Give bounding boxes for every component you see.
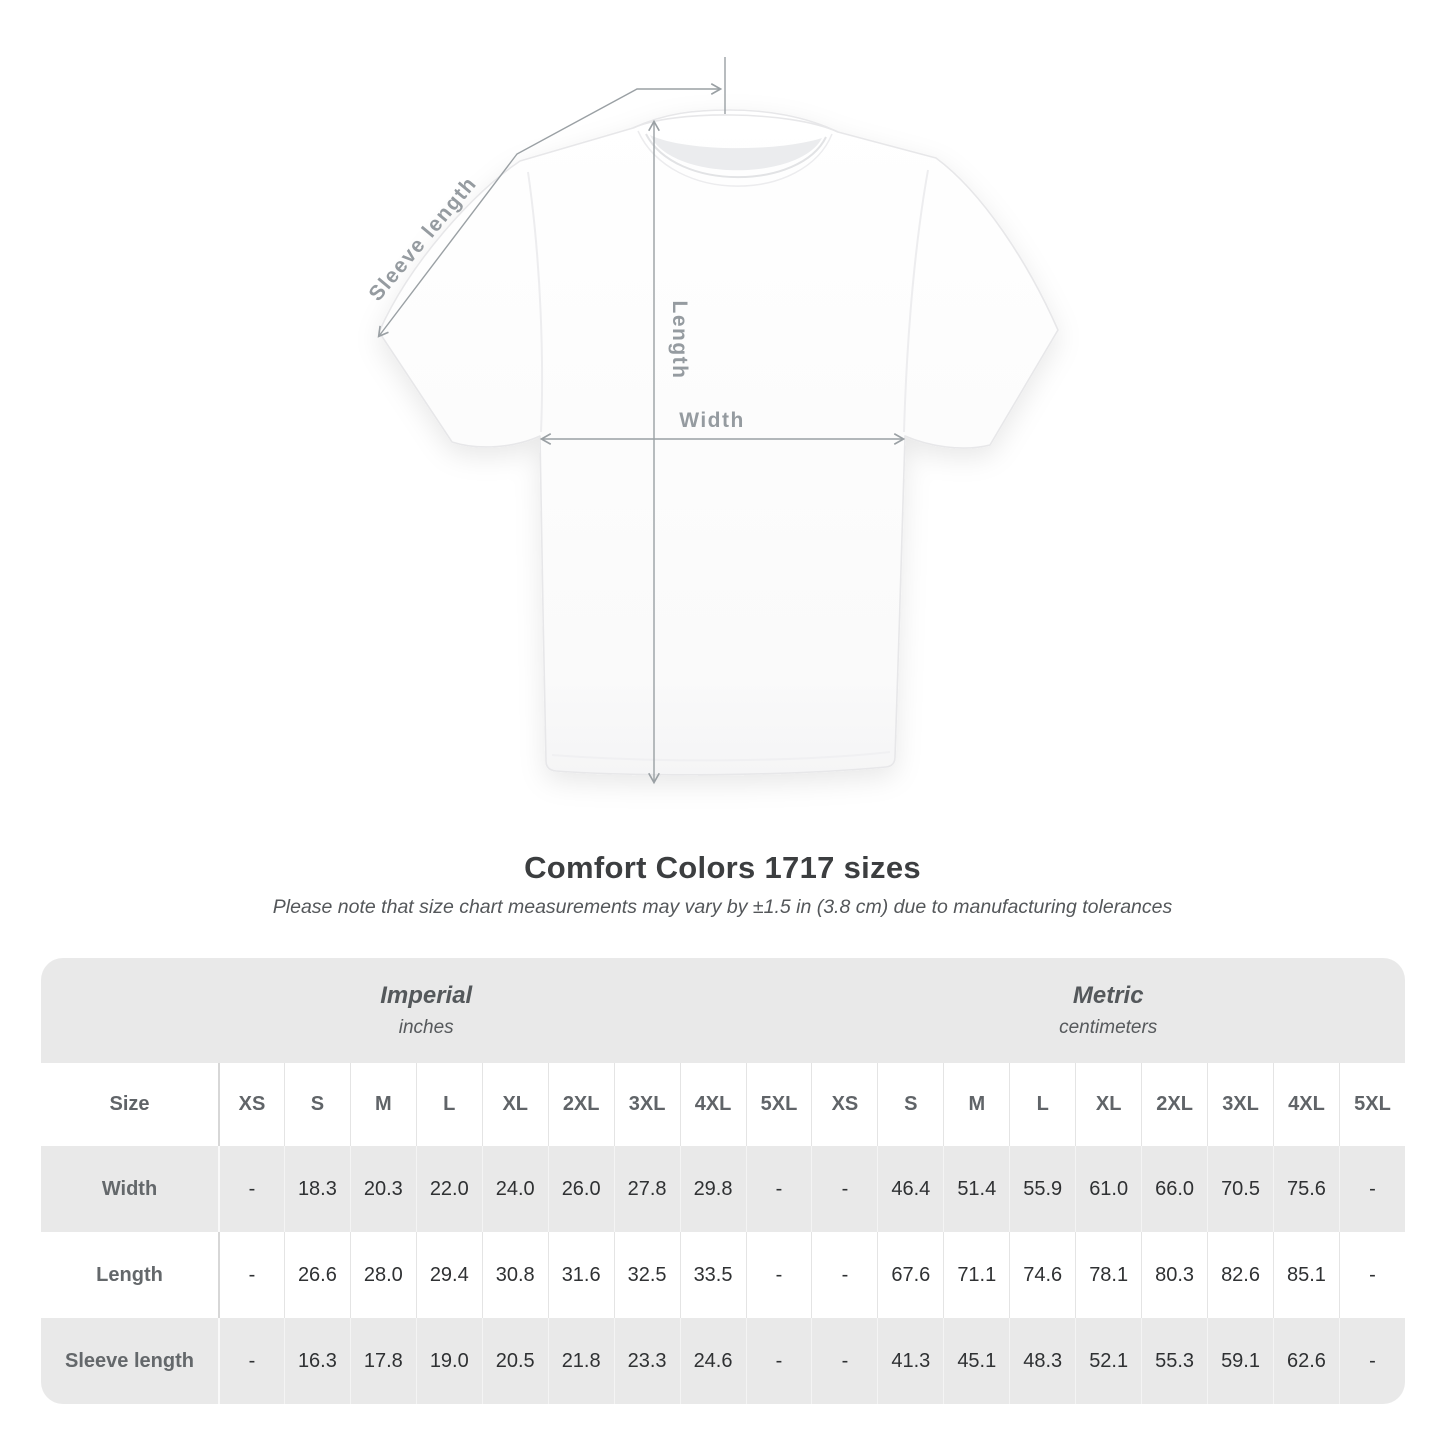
measurement-cell: 45.1 <box>943 1318 1010 1404</box>
measurement-cell: - <box>218 1232 284 1318</box>
length-label: Length <box>668 301 691 380</box>
size-header-cell: S <box>877 1063 944 1146</box>
width-label: Width <box>679 409 745 432</box>
measurement-cell: 29.4 <box>415 1232 482 1318</box>
measurement-cell: 67.6 <box>877 1232 944 1318</box>
metric-header: Metric centimeters <box>811 958 1405 1063</box>
measurement-cell: 21.8 <box>547 1318 614 1404</box>
row-label: Sleeve length <box>41 1318 218 1404</box>
measurement-cell: - <box>1338 1146 1405 1232</box>
measurement-cell: 85.1 <box>1273 1232 1339 1318</box>
measurement-cell: 62.6 <box>1273 1318 1339 1404</box>
measurement-cell: 26.6 <box>283 1232 350 1318</box>
measurement-cell: 31.6 <box>547 1232 614 1318</box>
size-chart-table: Imperial inches Metric centimeters Size … <box>41 958 1405 1404</box>
measurement-cell: 20.3 <box>349 1146 416 1232</box>
size-header-cell: XS <box>811 1063 878 1146</box>
table-row: Width -18.3 20.3 22.0 24.0 26.0 27.8 29.8- -46.4… <box>41 1146 1405 1232</box>
measurement-cell: 22.0 <box>415 1146 482 1232</box>
measurement-cell: - <box>218 1146 284 1232</box>
measurement-cell: 18.3 <box>283 1146 350 1232</box>
measurement-cell: 16.3 <box>283 1318 350 1404</box>
measurement-cell: 48.3 <box>1009 1318 1076 1404</box>
measurement-cell: 30.8 <box>481 1232 548 1318</box>
size-header-cell: S <box>283 1063 350 1146</box>
size-header-cell: 3XL <box>613 1063 680 1146</box>
measurement-cell: 55.3 <box>1141 1318 1208 1404</box>
measurement-cell: 74.6 <box>1009 1232 1076 1318</box>
measurement-cell: - <box>745 1232 812 1318</box>
row-label: Width <box>41 1146 218 1232</box>
measurement-cell: 52.1 <box>1075 1318 1142 1404</box>
measurement-cell: 46.4 <box>877 1146 944 1232</box>
measurement-cell: 82.6 <box>1207 1232 1273 1318</box>
measurement-cell: 20.5 <box>481 1318 548 1404</box>
measurement-cell: 70.5 <box>1207 1146 1273 1232</box>
size-header-cell: 3XL <box>1207 1063 1273 1146</box>
measurement-cell: 19.0 <box>415 1318 482 1404</box>
measurement-cell: 71.1 <box>943 1232 1010 1318</box>
size-header-cell: XS <box>218 1063 284 1146</box>
measurement-cell: 26.0 <box>547 1146 614 1232</box>
size-header-cell: 5XL <box>1338 1063 1405 1146</box>
measurement-cell: 75.6 <box>1273 1146 1339 1232</box>
size-header-row: Size XS S M L XL 2XL 3XL 4XL 5XL XS S M L XL 2XL 3XL 4XL… <box>41 1063 1405 1146</box>
metric-label: Metric <box>1072 982 1144 1009</box>
measurement-cell: - <box>745 1318 812 1404</box>
table-row: Length -26.6 28.0 29.4 30.8 31.6 32.5 33.5- -67.… <box>41 1232 1405 1318</box>
size-header-cell: 4XL <box>679 1063 746 1146</box>
measurement-cell: 78.1 <box>1075 1232 1142 1318</box>
tshirt-graphic <box>378 109 1059 776</box>
measurement-cell: - <box>811 1232 878 1318</box>
imperial-label: Imperial <box>380 982 473 1009</box>
size-header-cell: 5XL <box>745 1063 812 1146</box>
measurement-cell: 66.0 <box>1141 1146 1208 1232</box>
measurement-cell: - <box>745 1146 812 1232</box>
row-label: Length <box>41 1232 218 1318</box>
measurement-cell: 41.3 <box>877 1318 944 1404</box>
measurement-cell: 80.3 <box>1141 1232 1208 1318</box>
size-header-cell: M <box>943 1063 1010 1146</box>
tshirt-diagram: Sleeve length Length Width <box>364 57 1059 785</box>
sleeve-length-arrow <box>377 83 723 338</box>
measurement-cell: 23.3 <box>613 1318 680 1404</box>
tolerance-note: Please note that size chart measurements… <box>272 896 1173 918</box>
size-header-cell: 2XL <box>547 1063 614 1146</box>
measurement-cell: 24.0 <box>481 1146 548 1232</box>
measurement-cell: 27.8 <box>613 1146 680 1232</box>
measurement-cell: 24.6 <box>679 1318 746 1404</box>
size-corner-header: Size <box>41 1063 218 1146</box>
measurement-cell: 28.0 <box>349 1232 416 1318</box>
size-header-cell: XL <box>1075 1063 1142 1146</box>
size-header-cell: 4XL <box>1273 1063 1339 1146</box>
measurement-cell: - <box>218 1318 284 1404</box>
size-header-cell: L <box>1009 1063 1076 1146</box>
measurement-cell: 33.5 <box>679 1232 746 1318</box>
size-header-cell: 2XL <box>1141 1063 1208 1146</box>
measurement-cell: - <box>1338 1318 1405 1404</box>
measurement-cell: - <box>811 1318 878 1404</box>
measurement-cell: 55.9 <box>1009 1146 1076 1232</box>
measurement-cell: 29.8 <box>679 1146 746 1232</box>
imperial-header: Imperial inches <box>41 958 812 1063</box>
size-chart-body: Imperial inches Metric centimeters Size … <box>41 958 1405 1404</box>
measurement-cell: 59.1 <box>1207 1318 1273 1404</box>
measurement-cell: 51.4 <box>943 1146 1010 1232</box>
size-header-cell: L <box>415 1063 482 1146</box>
unit-header-row: Imperial inches Metric centimeters <box>41 958 1405 1063</box>
measurement-cell: - <box>811 1146 878 1232</box>
metric-unit: centimeters <box>1059 1017 1158 1038</box>
imperial-unit: inches <box>398 1017 454 1038</box>
size-header-cell: M <box>349 1063 416 1146</box>
measurement-cell: 32.5 <box>613 1232 680 1318</box>
measurement-cell: 17.8 <box>349 1318 416 1404</box>
size-header-cell: XL <box>481 1063 548 1146</box>
measurement-cell: 61.0 <box>1075 1146 1142 1232</box>
measurement-cell: - <box>1338 1232 1405 1318</box>
table-row: Sleeve length -16.3 17.8 19.0 20.5 21.8 23.3 24… <box>41 1318 1405 1404</box>
page-title: Comfort Colors 1717 sizes <box>524 850 921 885</box>
